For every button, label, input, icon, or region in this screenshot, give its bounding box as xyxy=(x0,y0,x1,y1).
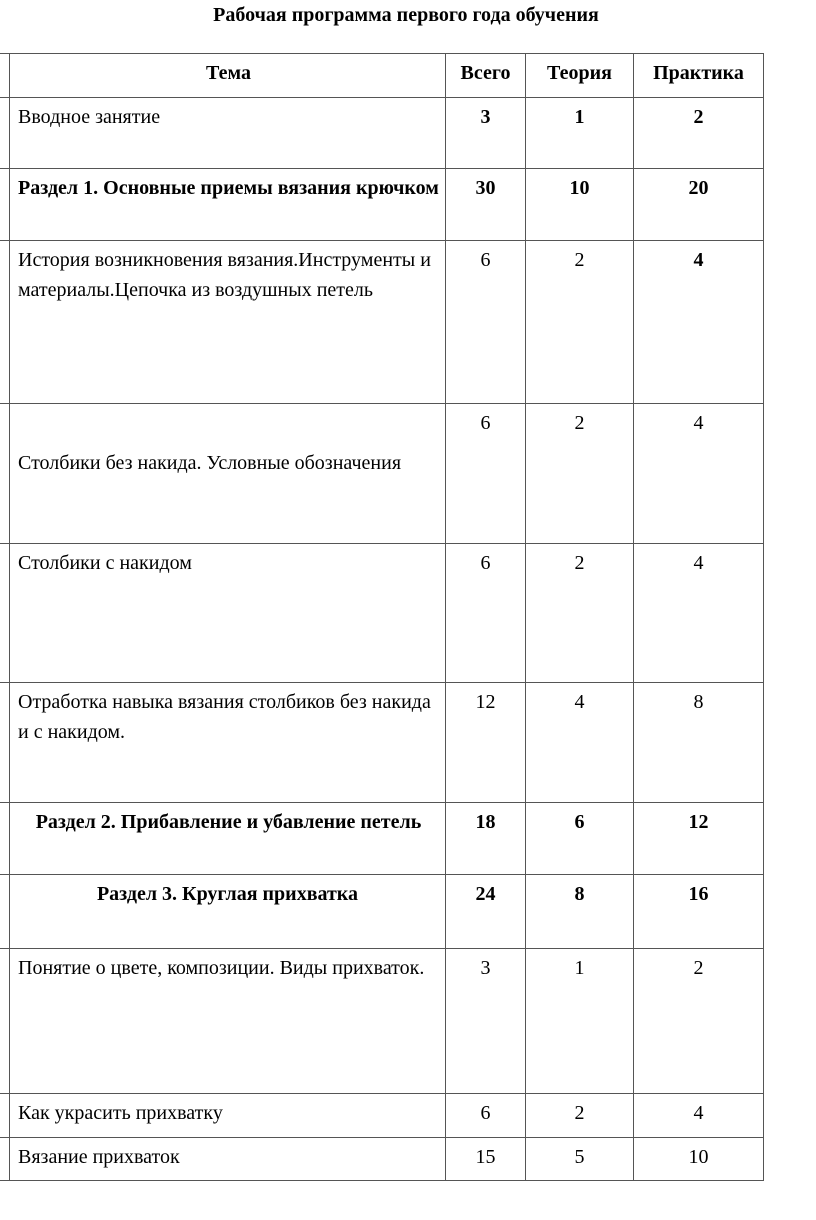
header-total: Всего xyxy=(445,53,526,98)
topic-cell: Вводное занятие xyxy=(9,97,446,169)
topic-cell: Вязание прихваток xyxy=(9,1137,446,1181)
topic-cell: История возникновения вязания.Инструмент… xyxy=(9,240,446,404)
practice-cell: 2 xyxy=(633,97,764,169)
theory-cell: 1 xyxy=(525,948,634,1094)
table-row: Столбики с накидом 6 2 4 xyxy=(0,543,764,683)
header-practice: Практика xyxy=(633,53,764,98)
table-row: Вводное занятие 3 1 2 xyxy=(0,97,764,169)
number-cell xyxy=(0,240,10,404)
number-cell xyxy=(0,682,10,803)
table-row: История возникновения вязания.Инструмент… xyxy=(0,240,764,404)
topic-cell: Столбики с накидом xyxy=(9,543,446,683)
total-cell: 12 xyxy=(445,682,526,803)
theory-cell: 10 xyxy=(525,168,634,241)
topic-cell: Как украсить прихватку xyxy=(9,1093,446,1138)
topic-cell: Раздел 3. Круглая прихватка xyxy=(9,874,446,949)
number-cell xyxy=(0,543,10,683)
program-table: Тема Всего Теория Практика Вводное занят… xyxy=(0,53,764,1181)
table-row: Отработка навыка вязания столбиков без н… xyxy=(0,682,764,803)
number-cell xyxy=(0,168,10,241)
section-row: Раздел 3. Круглая прихватка 24 8 16 xyxy=(0,874,764,949)
practice-cell: 8 xyxy=(633,682,764,803)
practice-cell: 4 xyxy=(633,403,764,544)
section-row: Раздел 1. Основные приемы вязания крючко… xyxy=(0,168,764,241)
table-row: Понятие о цвете, композиции. Виды прихва… xyxy=(0,948,764,1094)
theory-cell: 5 xyxy=(525,1137,634,1181)
table-row: Как украсить прихватку 6 2 4 xyxy=(0,1093,764,1138)
theory-cell: 4 xyxy=(525,682,634,803)
total-cell: 6 xyxy=(445,1093,526,1138)
number-cell xyxy=(0,948,10,1094)
practice-cell: 12 xyxy=(633,802,764,875)
total-cell: 6 xyxy=(445,240,526,404)
total-cell: 24 xyxy=(445,874,526,949)
total-cell: 6 xyxy=(445,403,526,544)
number-cell xyxy=(0,802,10,875)
topic-cell: Раздел 2. Прибавление и убавление петель xyxy=(9,802,446,875)
practice-cell: 16 xyxy=(633,874,764,949)
header-topic: Тема xyxy=(9,53,446,98)
total-cell: 30 xyxy=(445,168,526,241)
practice-cell: 4 xyxy=(633,240,764,404)
table-row: Столбики без накида. Условные обозначени… xyxy=(0,403,764,544)
page-title: Рабочая программа первого года обучения xyxy=(0,4,816,27)
table-row: Вязание прихваток 15 5 10 xyxy=(0,1137,764,1181)
total-cell: 3 xyxy=(445,97,526,169)
topic-cell: Понятие о цвете, композиции. Виды прихва… xyxy=(9,948,446,1094)
number-cell xyxy=(0,1093,10,1138)
header-row: Тема Всего Теория Практика xyxy=(0,53,764,98)
practice-cell: 4 xyxy=(633,543,764,683)
practice-cell: 2 xyxy=(633,948,764,1094)
theory-cell: 8 xyxy=(525,874,634,949)
theory-cell: 6 xyxy=(525,802,634,875)
topic-cell: Раздел 1. Основные приемы вязания крючко… xyxy=(9,168,446,241)
total-cell: 15 xyxy=(445,1137,526,1181)
number-cell xyxy=(0,874,10,949)
theory-cell: 2 xyxy=(525,543,634,683)
number-cell xyxy=(0,97,10,169)
title-text: Рабочая программа первого года обучения xyxy=(213,4,599,26)
header-theory: Теория xyxy=(525,53,634,98)
total-cell: 3 xyxy=(445,948,526,1094)
theory-cell: 1 xyxy=(525,97,634,169)
topic-cell: Отработка навыка вязания столбиков без н… xyxy=(9,682,446,803)
theory-cell: 2 xyxy=(525,403,634,544)
section-row: Раздел 2. Прибавление и убавление петель… xyxy=(0,802,764,875)
theory-cell: 2 xyxy=(525,240,634,404)
theory-cell: 2 xyxy=(525,1093,634,1138)
practice-cell: 20 xyxy=(633,168,764,241)
topic-cell: Столбики без накида. Условные обозначени… xyxy=(9,403,446,544)
number-cell xyxy=(0,53,10,98)
total-cell: 18 xyxy=(445,802,526,875)
number-cell xyxy=(0,1137,10,1181)
total-cell: 6 xyxy=(445,543,526,683)
number-cell xyxy=(0,403,10,544)
practice-cell: 10 xyxy=(633,1137,764,1181)
practice-cell: 4 xyxy=(633,1093,764,1138)
